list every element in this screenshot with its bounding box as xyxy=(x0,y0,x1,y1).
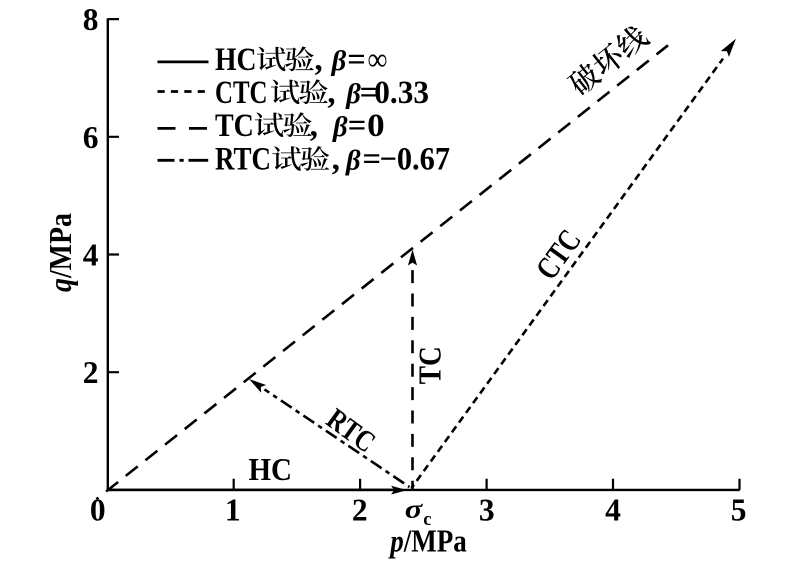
svg-text:HC: HC xyxy=(215,42,257,78)
svg-text:σ: σ xyxy=(405,495,424,524)
svg-text:,: , xyxy=(310,108,318,144)
svg-text:,: , xyxy=(332,142,340,178)
svg-text:c: c xyxy=(423,510,431,530)
svg-text:=: = xyxy=(347,42,366,78)
svg-text:β: β xyxy=(345,79,361,110)
svg-text:0.33: 0.33 xyxy=(374,75,429,111)
svg-text:−0.67: −0.67 xyxy=(380,142,451,178)
svg-text:2: 2 xyxy=(83,355,99,390)
svg-text:,: , xyxy=(315,42,323,78)
svg-text:p/MPa: p/MPa xyxy=(388,524,467,559)
svg-text:∞: ∞ xyxy=(368,42,388,78)
svg-text:8: 8 xyxy=(83,2,99,37)
svg-text:3: 3 xyxy=(479,492,495,527)
svg-text:0: 0 xyxy=(367,108,385,144)
svg-text:4: 4 xyxy=(83,238,99,273)
svg-text:6: 6 xyxy=(83,120,99,155)
svg-text:4: 4 xyxy=(605,492,621,527)
svg-text:HC: HC xyxy=(249,452,293,487)
svg-text:1: 1 xyxy=(225,492,241,527)
svg-text:=: = xyxy=(363,142,382,178)
svg-text:TC: TC xyxy=(412,346,448,384)
svg-text:5: 5 xyxy=(731,492,747,527)
svg-text:0: 0 xyxy=(90,492,106,527)
svg-text:β: β xyxy=(332,112,348,143)
svg-text:,: , xyxy=(327,75,335,111)
svg-text:=: = xyxy=(348,108,367,144)
svg-text:TC: TC xyxy=(215,108,254,144)
svg-text:β: β xyxy=(345,146,361,177)
svg-text:2: 2 xyxy=(352,492,368,527)
svg-text:RTC: RTC xyxy=(215,142,271,178)
svg-text:β: β xyxy=(331,46,347,77)
svg-text:=: = xyxy=(360,75,379,111)
svg-text:q/MPa: q/MPa xyxy=(43,213,78,292)
svg-text:CTC: CTC xyxy=(215,75,268,111)
